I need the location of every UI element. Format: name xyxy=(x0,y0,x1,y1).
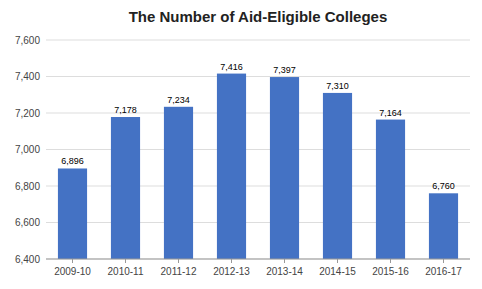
bar xyxy=(376,120,405,259)
grid-line xyxy=(46,76,470,77)
data-label: 6,896 xyxy=(61,156,84,166)
grid-line xyxy=(46,186,470,187)
bar xyxy=(323,93,352,259)
x-tick-label: 2009-10 xyxy=(54,266,91,277)
x-tick-label: 2014-15 xyxy=(319,266,356,277)
data-label: 6,760 xyxy=(432,181,455,191)
x-tick xyxy=(284,259,285,263)
title: The Number of Aid-Eligible Colleges xyxy=(129,8,388,25)
y-tick-label: 6,400 xyxy=(15,254,40,265)
bar xyxy=(429,193,458,259)
y-tick-label: 7,400 xyxy=(15,71,40,82)
x-tick xyxy=(72,259,73,263)
x-tick xyxy=(125,259,126,263)
data-label: 7,234 xyxy=(167,95,190,105)
grid-line xyxy=(46,259,470,260)
grid-line xyxy=(46,149,470,150)
x-tick-label: 2016-17 xyxy=(425,266,462,277)
data-labels: 6,896 7,178 7,234 7,416 7,397 7,310 7,164 6,760 xyxy=(61,62,455,192)
x-tick xyxy=(178,259,179,263)
chart-svg: The Number of Aid-Eligible Colleges 6,400… xyxy=(0,0,482,289)
x-tick-label: 2012-13 xyxy=(213,266,250,277)
bar xyxy=(58,168,87,259)
grid-line xyxy=(46,40,470,41)
x-axis: 2009-10 2010-11 2011-12 2012-13 2013-14 2014-… xyxy=(46,259,470,277)
y-tick-label: 7,600 xyxy=(15,35,40,46)
bar xyxy=(164,107,193,259)
y-tick-label: 7,200 xyxy=(15,108,40,119)
y-tick-label: 6,600 xyxy=(15,217,40,228)
grid-line xyxy=(46,222,470,223)
x-axis-line xyxy=(46,259,470,260)
y-tick-label: 7,000 xyxy=(15,144,40,155)
data-label: 7,178 xyxy=(114,105,137,115)
y-axis: 6,400 6,600 6,800 7,000 7,200 7,400 7,600 xyxy=(15,35,470,265)
x-tick xyxy=(231,259,232,263)
x-tick-label: 2010-11 xyxy=(108,266,144,277)
x-tick xyxy=(337,259,338,263)
x-tick-label: 2013-14 xyxy=(266,266,303,277)
grid-line xyxy=(46,113,470,114)
x-tick-label: 2015-16 xyxy=(372,266,409,277)
data-label: 7,164 xyxy=(379,108,402,118)
y-tick-label: 6,800 xyxy=(15,181,40,192)
bars xyxy=(58,74,458,259)
x-tick-label: 2011-12 xyxy=(161,266,197,277)
data-label: 7,416 xyxy=(220,62,243,72)
bar xyxy=(111,117,140,259)
data-label: 7,397 xyxy=(273,65,296,75)
x-tick xyxy=(390,259,391,263)
bar xyxy=(217,74,246,259)
data-label: 7,310 xyxy=(326,81,349,91)
x-tick xyxy=(443,259,444,263)
bar xyxy=(270,77,299,259)
chart-container: The Number of Aid-Eligible Colleges 6,400… xyxy=(0,0,482,289)
